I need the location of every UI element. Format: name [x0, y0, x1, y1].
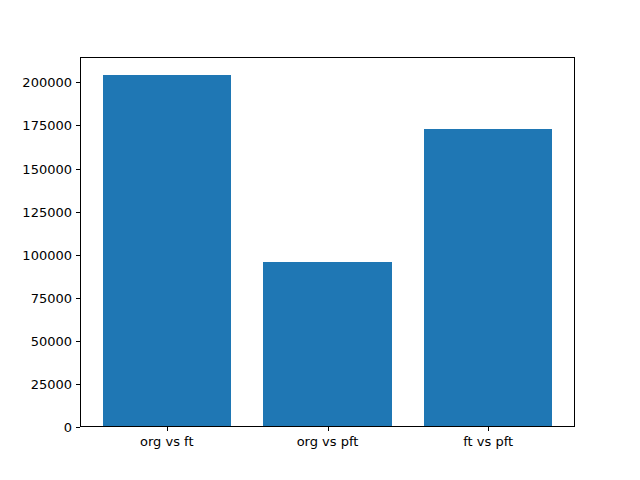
- y-tick-label: 175000: [0, 118, 72, 133]
- bar-ft-vs-pft: [424, 129, 553, 426]
- y-tick-label: 125000: [0, 204, 72, 219]
- y-tick-mark: [76, 341, 80, 342]
- bar-chart-figure: 0 25000 50000 75000 100000 125000 150000 175000…: [0, 0, 640, 480]
- y-tick-label: 200000: [0, 75, 72, 90]
- y-tick-label: 0: [0, 420, 72, 435]
- bar-org-vs-pft: [263, 262, 392, 426]
- y-tick-mark: [76, 298, 80, 299]
- y-tick-label: 25000: [0, 376, 72, 391]
- y-tick-mark: [76, 255, 80, 256]
- y-tick-label: 50000: [0, 333, 72, 348]
- y-tick-mark: [76, 212, 80, 213]
- x-tick-mark: [167, 427, 168, 431]
- y-tick-mark: [76, 82, 80, 83]
- x-tick-label: org vs ft: [140, 434, 194, 449]
- y-tick-mark: [76, 427, 80, 428]
- x-tick-mark: [328, 427, 329, 431]
- y-tick-label: 75000: [0, 290, 72, 305]
- y-tick-mark: [76, 125, 80, 126]
- bar-org-vs-ft: [103, 75, 232, 426]
- x-tick-mark: [488, 427, 489, 431]
- y-tick-label: 100000: [0, 247, 72, 262]
- y-tick-mark: [76, 169, 80, 170]
- x-tick-label: ft vs pft: [463, 434, 513, 449]
- y-tick-label: 150000: [0, 161, 72, 176]
- x-tick-label: org vs pft: [297, 434, 359, 449]
- y-tick-mark: [76, 384, 80, 385]
